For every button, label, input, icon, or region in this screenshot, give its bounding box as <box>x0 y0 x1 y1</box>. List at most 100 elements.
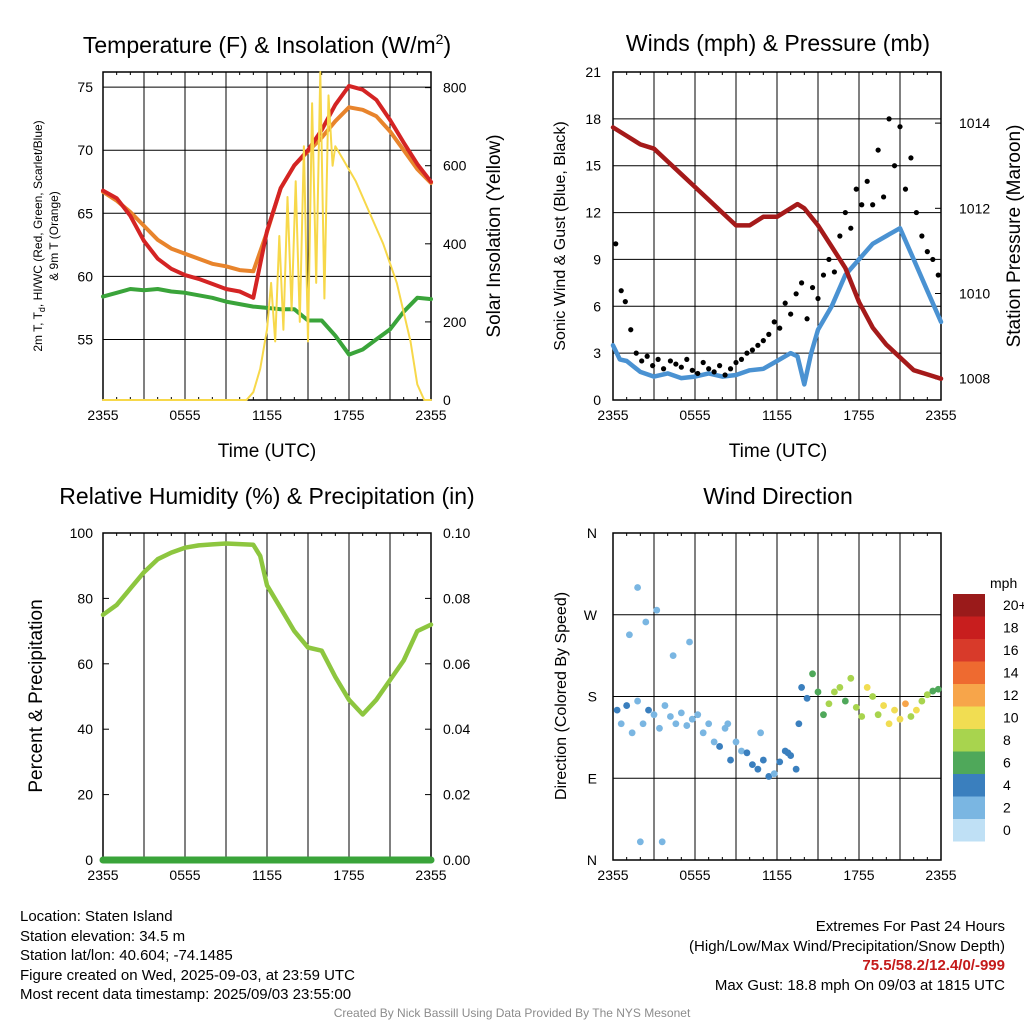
direction-point <box>669 652 677 660</box>
direction-point <box>820 711 827 719</box>
legend-label: 10 <box>1003 710 1019 726</box>
gust-point <box>859 202 865 208</box>
direction-point <box>639 720 647 728</box>
dir-xtick-label: 2355 <box>597 867 628 883</box>
gust-point <box>881 194 887 200</box>
direction-point <box>795 720 803 728</box>
legend-label: 14 <box>1003 665 1019 681</box>
gust-point <box>684 356 690 362</box>
temp-xlabel: Time (UTC) <box>218 441 317 462</box>
gust-point <box>897 124 903 130</box>
direction-point <box>841 697 849 705</box>
gust-point <box>749 347 756 353</box>
rh-ytick-label: 20 <box>77 787 93 803</box>
direction-point <box>885 720 893 728</box>
direction-point <box>798 684 805 691</box>
direction-point <box>874 711 882 719</box>
wind-ytick-label: 18 <box>585 111 601 127</box>
direction-point <box>809 670 816 678</box>
precip-ytick-label: 0.02 <box>443 787 470 803</box>
direction-point <box>784 749 792 757</box>
direction-point <box>677 709 685 717</box>
gust-point <box>864 178 870 184</box>
direction-point <box>705 720 713 728</box>
gust-point <box>622 299 628 305</box>
precip-ytick-label: 0.08 <box>443 590 470 606</box>
gust-point <box>930 256 936 263</box>
direction-point <box>661 702 669 709</box>
direction-point <box>836 684 844 691</box>
rh-title: Relative Humidity (%) & Precipitation (i… <box>59 483 474 509</box>
rh-xtick-label: 2355 <box>87 867 118 883</box>
direction-point <box>757 729 764 737</box>
direction-point <box>699 729 707 737</box>
temp-ylabel-line1: 2m T, Td, HI/WC (Red, Green, Scarlet/Blu… <box>31 120 47 351</box>
direction-point <box>727 756 734 764</box>
gust-point <box>711 369 717 375</box>
gust-point <box>673 361 679 367</box>
legend-title: mph <box>990 575 1017 591</box>
legend-swatch <box>953 594 985 617</box>
direction-point <box>765 773 773 780</box>
legend-label: 18 <box>1003 620 1019 636</box>
dir-ytick-label: N <box>587 852 597 868</box>
direction-point <box>934 685 942 693</box>
pressure-ytick-label: 1008 <box>959 371 990 387</box>
legend-label: 20+ <box>1003 597 1024 613</box>
direction-point <box>658 838 666 846</box>
direction-point <box>628 729 636 737</box>
gust-point <box>853 186 859 192</box>
direction-point <box>672 720 680 728</box>
gust-point <box>837 233 843 239</box>
temp-series-1 <box>101 83 433 300</box>
gust-point <box>870 202 876 208</box>
direction-point <box>792 765 800 773</box>
extremes-info: Extremes For Past 24 Hours (High/Low/Max… <box>689 917 1005 995</box>
wind-series-2 <box>610 125 944 381</box>
gust-point <box>820 272 827 278</box>
direction-point <box>634 697 641 705</box>
legend-swatch <box>953 616 985 639</box>
humidity-panel: 0 20 40 60 80 100 0.00 0.02 0.04 0.06 0.08 0.10 2355… <box>26 483 475 883</box>
wind-ytick-label: 6 <box>593 298 601 314</box>
temp-title-sup: 2 <box>436 31 444 47</box>
legend-swatch <box>953 639 985 662</box>
gust-point <box>908 155 914 161</box>
legend-label: 8 <box>1003 732 1011 748</box>
gust-point <box>744 350 750 356</box>
gust-point <box>777 325 783 331</box>
direction-point <box>613 706 621 714</box>
wind-ytick-label: 0 <box>593 392 601 408</box>
wind-pressure-panel: 0 3 6 9 12 15 18 21 1008 1010 1012 1014 2355 0555 1155… <box>552 30 1024 462</box>
station-elevation: Station elevation: 34.5 m <box>20 927 186 945</box>
temp-ylabel-part: 2m T, T <box>31 311 45 351</box>
dir-xtick-label: 1755 <box>843 867 874 883</box>
temp-xtick-label: 0555 <box>169 407 200 423</box>
direction-point <box>743 749 751 757</box>
direction-point <box>759 756 767 764</box>
temp-ytick-label: 55 <box>77 331 93 347</box>
station-info: Location: Staten Island Station elevatio… <box>20 907 355 1005</box>
direction-point <box>686 638 693 646</box>
legend-label: 6 <box>1003 755 1011 771</box>
gust-point <box>815 295 821 302</box>
direction-point <box>913 706 920 714</box>
direction-point <box>929 687 937 695</box>
pressure-ylabel: Station Pressure (Maroon) <box>1004 125 1024 348</box>
direction-point <box>880 702 887 709</box>
extremes-values: 75.5/58.2/12.4/0/-999 <box>862 957 1005 974</box>
gust-point <box>650 363 656 369</box>
precip-ytick-label: 0.00 <box>443 852 470 868</box>
temperature-panel: 55 60 65 70 75 0 200 400 600 800 2355 0555 1155 1755 2… <box>31 31 505 462</box>
gust-point <box>799 280 805 286</box>
gust-point <box>793 291 799 297</box>
wind-xtick-label: 2355 <box>597 407 628 423</box>
direction-point <box>831 688 838 696</box>
dir-ytick-label: N <box>587 525 597 541</box>
legend-label: 16 <box>1003 642 1019 658</box>
rh-series-0 <box>100 541 434 717</box>
wind-title: Winds (mph) & Pressure (mb) <box>626 30 930 56</box>
direction-point <box>683 722 691 729</box>
